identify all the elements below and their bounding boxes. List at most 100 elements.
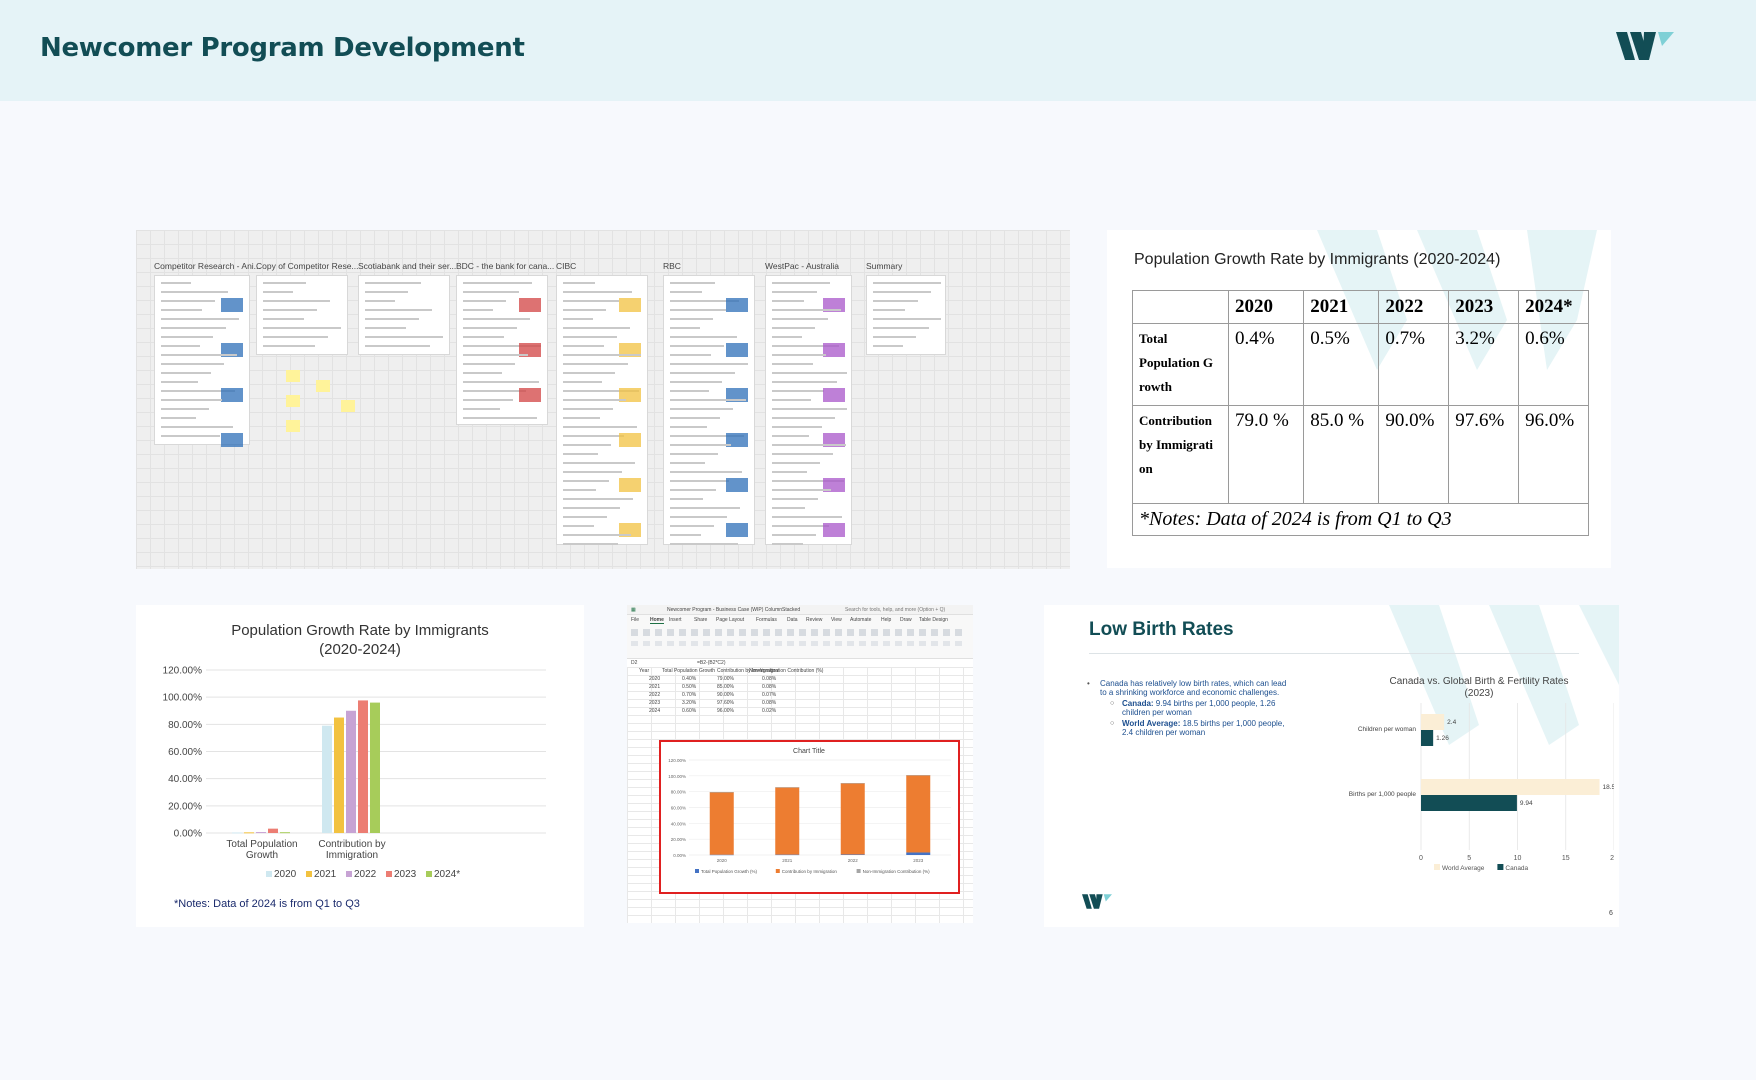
frame-text-line: [772, 408, 847, 410]
menu-tab[interactable]: Review: [806, 617, 823, 623]
frame-text-line: [563, 444, 611, 446]
frame-text-line: [772, 462, 820, 464]
bar: [709, 792, 734, 855]
bullet-world: World Average: 18.5 births per 1,000 peo…: [1087, 719, 1287, 737]
menu-tab[interactable]: Home: [650, 617, 664, 624]
frame-text-line: [563, 282, 595, 284]
toolbar-icon: [859, 629, 866, 636]
table-cell[interactable]: 0.02%: [762, 708, 777, 714]
frame-text-line: [161, 318, 239, 320]
table-cell[interactable]: 85.00%: [717, 684, 734, 690]
table-cell[interactable]: 0.08%: [762, 700, 777, 706]
menu-tab[interactable]: View: [831, 617, 842, 623]
toolbar-icon: [811, 629, 818, 636]
frame-text-line: [161, 399, 222, 401]
frame-text-line: [772, 309, 841, 311]
frame-text-line: [563, 498, 633, 500]
table-cell[interactable]: 2021: [649, 684, 661, 690]
table-cell[interactable]: 2020: [649, 676, 661, 682]
toolbar-icon: [883, 629, 890, 636]
x-tick-label: 2022: [848, 858, 859, 863]
legend-swatch: [695, 869, 699, 873]
x-tick-label: 2020: [717, 858, 728, 863]
table-cell[interactable]: 0.08%: [762, 684, 777, 690]
frame-image: [619, 478, 641, 492]
board-frame: [456, 275, 548, 425]
frame-image: [619, 298, 641, 312]
frame-text-line: [772, 363, 813, 365]
table-cell[interactable]: 0.07%: [762, 692, 777, 698]
menu-tab[interactable]: Page Layout: [716, 617, 745, 623]
table-cell[interactable]: 0.60%: [682, 708, 697, 714]
menu-tab[interactable]: File: [631, 617, 640, 623]
table-cell[interactable]: 0.50%: [682, 684, 697, 690]
frame-text-line: [563, 489, 596, 491]
excel-search[interactable]: Search for tools, help, and more (Option…: [845, 607, 946, 613]
table-cell[interactable]: 0.70%: [682, 692, 697, 698]
menu-tab[interactable]: Draw: [900, 617, 912, 623]
menu-tab[interactable]: Table Design: [919, 617, 948, 623]
toolbar-icon: [799, 641, 806, 646]
menu-tab[interactable]: Share: [694, 617, 708, 623]
table-cell[interactable]: 3.20%: [682, 700, 697, 706]
frame-text-line: [670, 489, 716, 491]
menu-tab[interactable]: Insert: [669, 617, 682, 623]
menu-tab[interactable]: Data: [787, 617, 798, 623]
table-cell[interactable]: 2024: [649, 708, 661, 714]
bar: [256, 832, 266, 834]
frame-text-line: [772, 372, 847, 374]
toolbar-icon: [919, 641, 926, 646]
table-cell[interactable]: 79.00%: [717, 676, 734, 682]
chart-note: *Notes: Data of 2024 is from Q1 to Q3: [174, 898, 360, 910]
table-cell[interactable]: 2023: [649, 700, 661, 706]
menu-tab[interactable]: Automate: [850, 617, 872, 623]
frame-image: [823, 388, 845, 402]
frame-image: [519, 343, 541, 357]
frame-text-line: [463, 399, 513, 401]
frame-text-line: [873, 336, 916, 338]
toolbar-icon: [943, 641, 950, 646]
y-tick-label: 80.00%: [671, 790, 686, 795]
menu-tab[interactable]: Formulas: [756, 617, 777, 623]
table-cell[interactable]: 97.60%: [717, 700, 734, 706]
table-cell[interactable]: 2022: [649, 692, 661, 698]
frame-text-line: [772, 390, 824, 392]
bar: [906, 852, 931, 855]
toolbar-icon: [871, 641, 878, 646]
table-cell[interactable]: 90.00%: [717, 692, 734, 698]
company-logo: [1082, 894, 1112, 909]
table-cell[interactable]: 0.08%: [762, 676, 777, 682]
bar: [840, 783, 865, 784]
frame-text-line: [563, 408, 613, 410]
frame-text-line: [772, 543, 803, 545]
frame-text-line: [670, 462, 705, 464]
frame-text-line: [563, 309, 606, 311]
frame-text-line: [161, 291, 228, 293]
toolbar-icon: [859, 641, 866, 646]
formula-text[interactable]: =B2-(B2*C2): [697, 660, 726, 666]
table-cell[interactable]: 96.00%: [717, 708, 734, 714]
frame-image: [823, 478, 845, 492]
chart-title: Chart Title: [793, 748, 825, 755]
frame-text-line: [161, 372, 211, 374]
bar: [346, 710, 356, 833]
growth-chart-slide: Population Growth Rate by Immigrants (202…: [136, 605, 584, 927]
toolbar-icon: [715, 629, 722, 636]
y-tick-label: 120.00%: [668, 758, 686, 763]
menu-tab[interactable]: Help: [881, 617, 892, 623]
toolbar-icon: [691, 629, 698, 636]
frame-text-line: [463, 345, 541, 347]
frame-text-line: [563, 363, 628, 365]
frame-text-line: [772, 507, 805, 509]
frame-text-line: [161, 435, 220, 437]
toolbar-icon: [835, 641, 842, 646]
bar: [1421, 714, 1445, 730]
column-header: Year: [639, 668, 650, 674]
cell-ref[interactable]: D2: [631, 660, 638, 666]
toolbar-icon: [703, 629, 710, 636]
frame-text-line: [161, 363, 224, 365]
frame-text-line: [772, 480, 844, 482]
frame-text-line: [263, 318, 304, 320]
table-cell: 3.2%: [1448, 323, 1520, 406]
table-cell[interactable]: 0.40%: [682, 676, 697, 682]
